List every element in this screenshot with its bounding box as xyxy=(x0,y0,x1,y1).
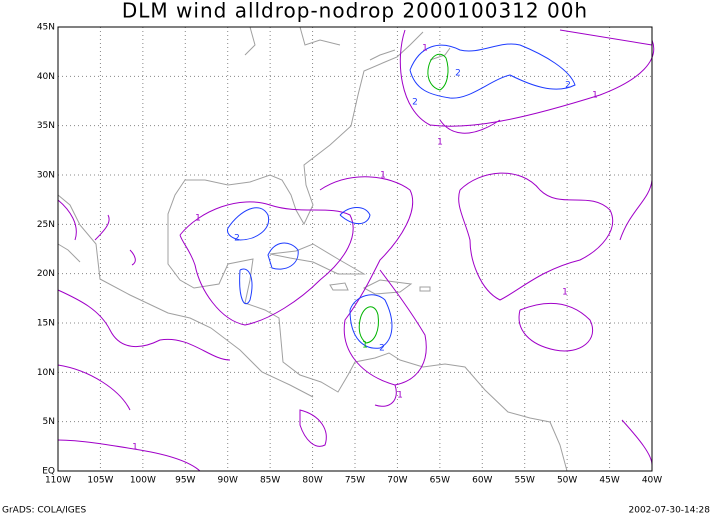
contour-label: 1 xyxy=(362,341,368,351)
island xyxy=(419,286,431,292)
contour-label: 2 xyxy=(565,81,571,91)
contour xyxy=(57,199,136,266)
coastlines xyxy=(57,26,568,472)
contour-label: 1 xyxy=(195,214,201,224)
x-tick-label: 100W xyxy=(130,476,156,486)
contour-label: 1 xyxy=(397,391,403,401)
contour xyxy=(409,43,576,99)
frame xyxy=(57,26,653,472)
contour xyxy=(559,29,653,46)
y-tick-label: 35N xyxy=(37,121,55,131)
contours xyxy=(57,29,655,472)
coastline xyxy=(167,31,568,472)
contour xyxy=(349,294,393,349)
contour-label: 2 xyxy=(412,98,418,108)
x-tick-label: 60W xyxy=(472,476,492,486)
x-tick-label: 45W xyxy=(599,476,619,486)
x-tick-label: 75W xyxy=(345,476,365,486)
contour xyxy=(458,172,614,301)
title: DLM wind alldrop-nodrop 2000100312 00h xyxy=(122,0,588,23)
x-tick-label: 55W xyxy=(515,476,535,486)
contour xyxy=(227,207,299,305)
x-tick-label: 95W xyxy=(175,476,195,486)
y-tick-label: 40N xyxy=(37,72,55,82)
x-tick-label: 105W xyxy=(87,476,113,486)
coastline xyxy=(57,194,314,398)
contour-label: 1 xyxy=(380,171,386,181)
x-tick-label: 90W xyxy=(218,476,238,486)
y-tick-label: 15N xyxy=(37,319,55,329)
contour xyxy=(518,302,593,352)
contour-label: 2 xyxy=(379,344,385,354)
x-tick-label: 70W xyxy=(387,476,407,486)
contour xyxy=(299,409,327,447)
coastline xyxy=(57,243,81,263)
x-tick-label: 50W xyxy=(557,476,577,486)
contour xyxy=(427,53,449,91)
island xyxy=(362,279,413,295)
island xyxy=(329,282,349,291)
contour xyxy=(339,207,371,225)
x-tick-label: 80W xyxy=(302,476,322,486)
y-tick-label: 25N xyxy=(37,220,55,230)
y-tick-label: 5N xyxy=(43,417,55,427)
y-tick-label: 45N xyxy=(37,23,55,33)
contour-label: 1 xyxy=(592,91,598,101)
contour-labels: 1 2 2 1 1 2 2 1 1 1 2 1 1 1 xyxy=(132,44,598,453)
contour xyxy=(319,176,427,407)
contour-label: 1 xyxy=(422,44,428,54)
y-tick-label: 30N xyxy=(37,171,55,181)
coastline xyxy=(244,26,451,61)
x-tick-label: 65W xyxy=(430,476,450,486)
axis-labels: 110W 105W 100W 95W 90W 85W 80W 75W 70W 65W 60W 55W 5… xyxy=(37,23,662,486)
footer-right: 2002-07-30-14:28 xyxy=(629,506,711,516)
contour-label: 1 xyxy=(437,138,443,148)
x-tick-label: 110W xyxy=(45,476,71,486)
y-tick-label: 20N xyxy=(37,269,55,279)
x-tick-label: 40W xyxy=(642,476,662,486)
contour-label: 2 xyxy=(234,234,240,244)
contour xyxy=(358,306,379,344)
contour xyxy=(179,201,354,326)
island xyxy=(269,243,366,275)
x-tick-label: 85W xyxy=(260,476,280,486)
y-tick-label: EQ xyxy=(42,467,55,477)
contour-label: 2 xyxy=(455,69,461,79)
y-tick-label: 10N xyxy=(37,368,55,378)
footer-left: GrADS: COLA/IGES xyxy=(2,506,86,516)
contour xyxy=(399,29,655,134)
contour-label: 1 xyxy=(562,288,568,298)
contour xyxy=(57,289,231,472)
grid xyxy=(57,26,653,472)
contour xyxy=(619,179,653,466)
contour-label: 1 xyxy=(132,443,138,453)
